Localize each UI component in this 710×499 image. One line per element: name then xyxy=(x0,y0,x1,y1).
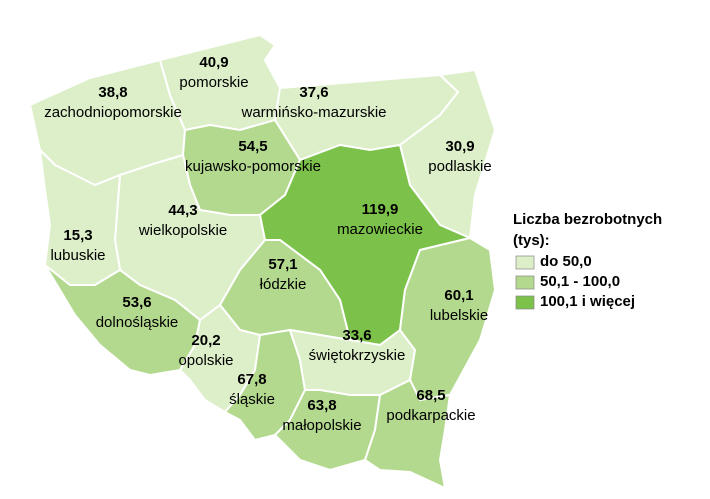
region-value: 15,3 xyxy=(63,227,92,244)
region-name: zachodniopomorskie xyxy=(44,104,182,121)
region-name: podlaskie xyxy=(428,158,491,175)
region-value: 119,9 xyxy=(362,201,399,218)
region-name: warmińsko-mazurskie xyxy=(240,104,386,121)
region-value: 68,5 xyxy=(416,387,445,404)
region-name: kujawsko-pomorskie xyxy=(185,158,321,175)
legend-swatch xyxy=(515,255,535,270)
region xyxy=(38,147,122,286)
region-name: świętokrzyskie xyxy=(309,347,406,364)
region-value: 67,8 xyxy=(237,371,266,388)
region-name: lubelskie xyxy=(430,307,488,324)
region-name: łódzkie xyxy=(260,276,307,293)
region xyxy=(363,378,452,490)
region-value: 60,1 xyxy=(444,287,473,304)
region-value: 54,5 xyxy=(238,138,267,155)
region-name: podkarpackie xyxy=(386,407,475,424)
region-value: 20,2 xyxy=(191,332,220,349)
legend-label: 50,1 - 100,0 xyxy=(540,273,620,290)
region-value: 44,3 xyxy=(168,202,197,219)
legend-label: do 50,0 xyxy=(540,253,592,270)
legend-swatch xyxy=(515,295,535,310)
region-name: dolnośląskie xyxy=(96,314,179,331)
region-name: mazowieckie xyxy=(337,221,423,238)
region-name: śląskie xyxy=(229,391,275,408)
region-name: pomorskie xyxy=(179,74,248,91)
region-name: opolskie xyxy=(178,352,233,369)
region-name: lubuskie xyxy=(50,247,105,264)
region-name: wielkopolskie xyxy=(138,222,227,239)
legend-swatch xyxy=(515,275,535,290)
region-value: 57,1 xyxy=(268,256,297,273)
region-value: 37,6 xyxy=(299,84,328,101)
region-value: 38,8 xyxy=(98,84,127,101)
legend-label: 100,1 i więcej xyxy=(540,293,635,310)
legend-title: Liczba bezrobotnych (tys): xyxy=(513,211,662,249)
region-value: 63,8 xyxy=(307,397,336,414)
region-value: 40,9 xyxy=(199,54,228,71)
region-value: 33,6 xyxy=(342,327,371,344)
region-value: 30,9 xyxy=(445,138,474,155)
region-value: 53,6 xyxy=(122,294,151,311)
region-name: małopolskie xyxy=(282,417,361,434)
